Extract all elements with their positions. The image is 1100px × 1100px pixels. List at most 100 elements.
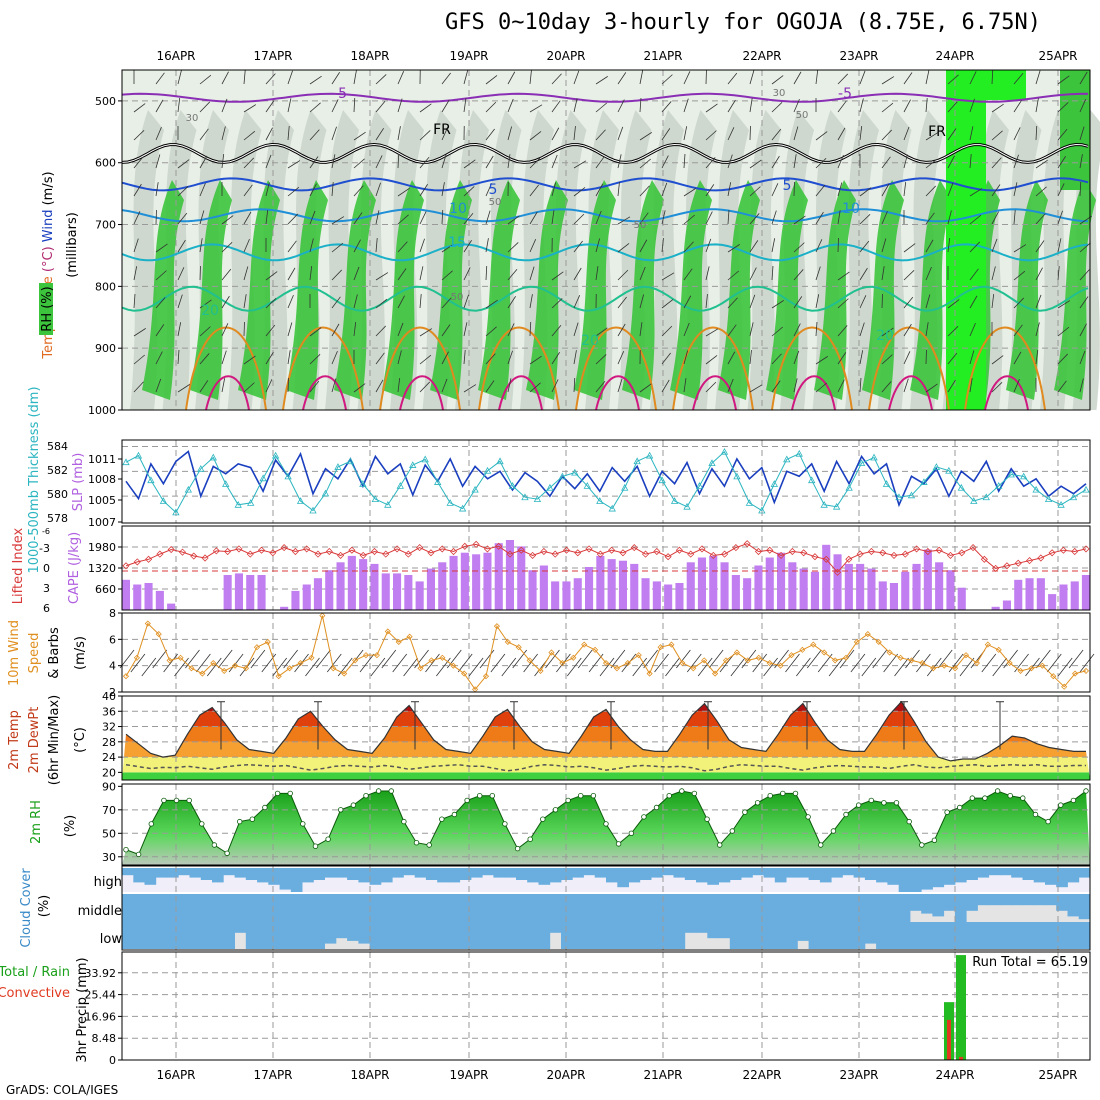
upper-wind-barb (375, 325, 387, 337)
wind10-point-51 (679, 659, 686, 667)
upper-wind-barb (485, 299, 498, 309)
upper-wind-barb (595, 129, 606, 141)
wind10-barb-44 (599, 657, 615, 677)
upper-wind-barb (419, 381, 431, 393)
wind10-point-82 (1017, 667, 1024, 674)
cloud-low-bar-47 (651, 922, 663, 949)
cloud-high-bar-84 (1067, 868, 1080, 883)
cape-bar-78 (1002, 600, 1011, 610)
wind10-barb-18 (316, 649, 331, 669)
upper-wind-barb (573, 160, 587, 169)
upper-wind-barb (353, 97, 356, 113)
cloud-middle-bar-33 (493, 894, 506, 922)
upper-wind-barb (507, 350, 513, 365)
wind10-point-39 (548, 649, 555, 656)
upper-wind-barb (397, 71, 405, 85)
thick-ytick-578: 578 (47, 512, 68, 525)
cloud-low-bar-22 (369, 922, 382, 949)
rh-green-column-3 (1060, 70, 1090, 190)
cape-bar-81 (1036, 578, 1045, 610)
upper-wind-barb (749, 159, 762, 169)
precip-ytick-16.96: 16.96 (85, 1010, 117, 1023)
cape-bar-28 (438, 562, 447, 610)
upper-wind-barb (551, 298, 563, 309)
upper-wind-barb (661, 101, 672, 113)
wind10-point-2 (144, 620, 151, 627)
upper-wind-barb (749, 322, 754, 337)
cloud-high-bar-82 (1045, 868, 1057, 885)
wind10-point-84 (1039, 662, 1046, 669)
upper-wind-barb (331, 296, 341, 309)
lifted-point-1 (133, 558, 141, 566)
upper-wind-barb (749, 70, 755, 85)
rh2m-point-60 (881, 800, 887, 806)
lifted-point-75 (969, 544, 977, 552)
cloud-middle-bar-29 (448, 894, 461, 922)
wind10-panel: 2 4 6 8 10m Wind Speed & Barbs (m/s) (7, 607, 1095, 699)
upper-wind-barb (727, 154, 733, 169)
slp-point-15 (309, 506, 317, 514)
cloud-high-bar-57 (763, 868, 776, 878)
cape-bar-40 (573, 578, 582, 610)
slp-point-70 (995, 482, 1003, 489)
upper-wind-barb (969, 98, 975, 113)
upper-wind-barb (815, 70, 819, 85)
slp-point-32 (521, 493, 529, 501)
rh-green-plume-7 (478, 180, 520, 400)
wind10-barb-42 (577, 649, 593, 669)
upper-ytick-600: 600 (95, 157, 116, 170)
rh2m-point-71 (1020, 795, 1026, 801)
wind10-barb-46 (621, 653, 637, 673)
cloud-low-bar-33 (493, 922, 506, 949)
upper-wind-barb (177, 350, 180, 365)
slp-point-33 (533, 495, 542, 503)
upper-ylabel-rh: RH (%) (40, 286, 55, 331)
cloud-low-bar-43 (606, 922, 618, 949)
cape-bar-26 (415, 581, 424, 610)
cape-bar-9 (223, 575, 232, 610)
cloud-low-bar-83 (1056, 922, 1068, 949)
upper-wind-barb (661, 210, 666, 225)
upper-wind-barb (749, 98, 753, 113)
temp-ytick-32: 32 (102, 721, 116, 734)
cloud-middle-bar-36 (527, 894, 539, 922)
cloud-middle-bar-21 (358, 894, 371, 922)
cloud-high-bar-10 (234, 868, 247, 878)
rh-contour-label-2: 50 (489, 197, 502, 208)
upper-wind-barb (353, 294, 358, 309)
upper-wind-barb (991, 130, 1003, 141)
cloud-middle-bar-43 (606, 894, 618, 922)
upper-wind-barb (265, 100, 275, 113)
upper-wind-barb (199, 238, 203, 253)
lifted-point-55 (743, 540, 751, 548)
upper-wind-barb (595, 238, 601, 253)
lifted-cape-panel: -3 0 3 6 -6 1980 1320 660 Lifted Index CAPE (J/kg… (11, 525, 1091, 615)
lifted-point-25 (404, 550, 412, 558)
wind10-point-20 (341, 670, 348, 677)
upper-wind-barb (155, 297, 166, 309)
upper-wind-barb (485, 380, 495, 393)
upper-wind-barb (199, 353, 210, 365)
upper-wind-barb (265, 297, 277, 309)
upper-wind-barb (837, 127, 846, 141)
upper-wind-barb (903, 323, 912, 337)
lifted-point-3 (156, 550, 164, 558)
rh2m-point-8 (224, 850, 230, 856)
rh2m-point-41 (641, 814, 647, 820)
rh2m-point-16 (325, 836, 331, 842)
lifted-ytick--3: -3 (39, 542, 50, 555)
cloud-low-bar-34 (504, 922, 517, 949)
upper-wind-barb (221, 154, 225, 169)
wind10-barb-27 (414, 649, 429, 669)
cloud-high-bar-11 (245, 868, 258, 880)
lifted-point-51 (698, 545, 706, 553)
cloud-low-bar-69 (898, 922, 911, 949)
cloud-high-bar-8 (212, 868, 224, 883)
cape-bar-48 (664, 584, 673, 610)
upper-wind-barb (221, 295, 230, 309)
cloud-middle-bar-42 (594, 894, 607, 922)
slp-point-36 (571, 468, 579, 476)
upper-wind-barb (353, 158, 365, 169)
wind-ytick-2: 2 (109, 686, 116, 699)
upper-wind-barb (925, 266, 932, 281)
